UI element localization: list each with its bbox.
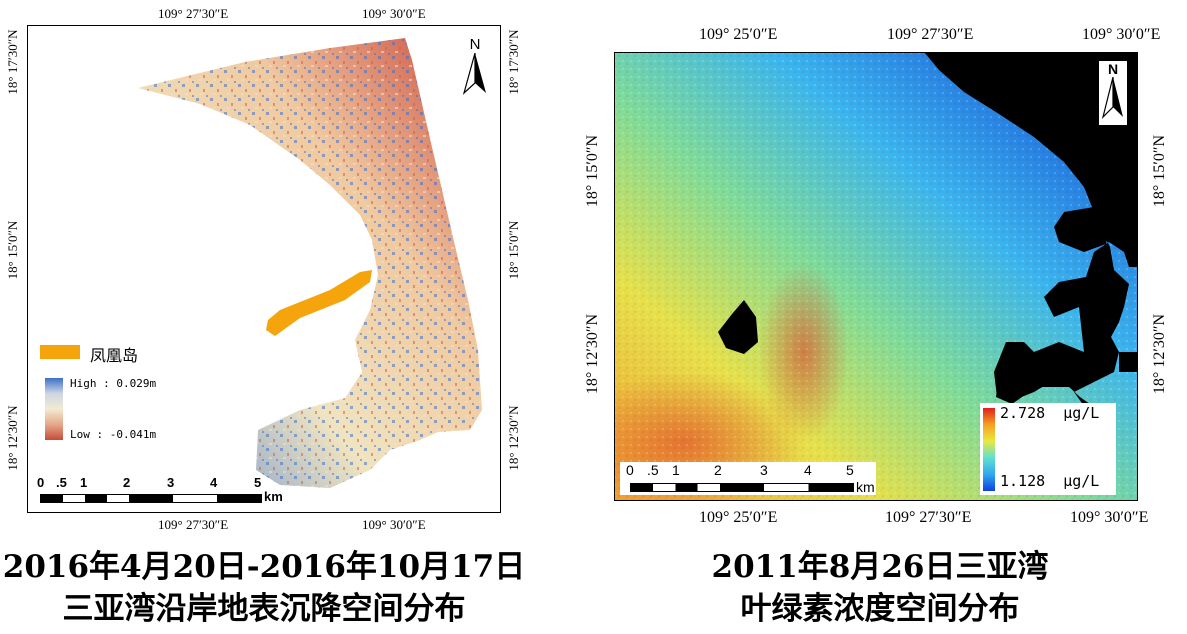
- right-lat-left-1: 18° 15′0″N: [584, 134, 601, 208]
- left-north-arrow: N: [460, 36, 490, 98]
- left-caption-line2: 三亚湾沿岸地表沉降空间分布: [62, 591, 466, 627]
- legend-max: 2.728 μg/L: [1000, 404, 1100, 422]
- left-lat-right-3: 18° 12′30″N: [506, 405, 521, 471]
- right-scale-tick-6: 5: [846, 462, 854, 478]
- left-scale-tick-6: 5: [254, 475, 262, 490]
- right-lat-left-2: 18° 12′30″N: [584, 313, 601, 395]
- right-top-lon-1: 109° 25′0″E: [699, 26, 778, 43]
- legend-low: Low : -0.041m: [70, 428, 157, 441]
- right-map-frame: [614, 52, 1138, 501]
- island-legend-swatch: [40, 345, 80, 359]
- left-bottom-lon-2: 109° 30′0″E: [362, 517, 426, 532]
- left-scale-bar-graphic: [40, 494, 262, 503]
- chlorophyll-color-ramp: [983, 408, 995, 491]
- left-lat-1: 18° 17′30″N: [5, 29, 20, 95]
- left-top-lon-2: 109° 30′0″E: [362, 6, 426, 21]
- right-scale-tick-0: 0: [626, 462, 634, 478]
- chlorophyll-legend-box: [980, 403, 1116, 495]
- left-scale-bar: 0 .5 1 2 3 4 5 km: [36, 475, 286, 507]
- right-bottom-lon-3: 109° 30′0″E: [1070, 509, 1149, 526]
- phoenix-island: [266, 270, 372, 336]
- right-scale-bar: 0 .5 1 2 3 4 5 km: [620, 462, 876, 495]
- island-legend-label: 凤凰岛: [90, 346, 139, 365]
- right-scale-unit: km: [856, 479, 875, 495]
- right-north-arrow: N: [1098, 60, 1128, 126]
- left-lat-right-1: 18° 17′30″N: [506, 29, 521, 95]
- right-bottom-lon-2: 109° 27′30″E: [885, 509, 972, 526]
- left-scale-tick-4: 3: [167, 475, 175, 490]
- left-subsidence-raster: [138, 38, 482, 488]
- left-north-label: N: [469, 36, 481, 53]
- left-bottom-lon-1: 109° 27′30″E: [158, 517, 229, 532]
- right-top-lon-2: 109° 27′30″E: [887, 26, 974, 43]
- right-lat-right-2: 18° 12′30″N: [1151, 313, 1168, 395]
- land-mass: [924, 52, 1138, 417]
- subsidence-color-ramp: [45, 378, 63, 440]
- right-scale-tick-3: 2: [714, 462, 722, 478]
- left-scale-tick-0: 0: [37, 475, 45, 490]
- left-scale-unit: km: [264, 489, 283, 504]
- left-caption-line1: 2016年4月20日-2016年10月17日: [2, 549, 526, 585]
- left-lat-2: 18° 15′0″N: [5, 220, 20, 280]
- right-scale-tick-5: 4: [804, 462, 812, 478]
- right-scale-tick-2: 1: [672, 462, 680, 478]
- right-caption-line1: 2011年8月26日三亚湾: [711, 549, 1049, 585]
- north-arrow-icon: [462, 52, 486, 95]
- right-scale-tick-1: .5: [647, 462, 659, 478]
- left-scale-tick-5: 4: [210, 475, 218, 490]
- left-scale-tick-1: .5: [56, 475, 67, 490]
- legend-min: 1.128 μg/L: [1000, 472, 1100, 490]
- right-scale-tick-4: 3: [760, 462, 768, 478]
- right-scale-bar-graphic: [630, 483, 854, 492]
- right-caption-line2: 叶绿素浓度空间分布: [740, 591, 1020, 627]
- right-bottom-lon-1: 109° 25′0″E: [699, 509, 778, 526]
- left-scale-tick-2: 1: [80, 475, 88, 490]
- right-north-label: N: [1107, 61, 1119, 77]
- left-lat-right-2: 18° 15′0″N: [506, 220, 521, 280]
- left-lat-3: 18° 12′30″N: [5, 405, 20, 471]
- left-scale-tick-3: 2: [123, 475, 131, 490]
- north-arrow-icon: [1101, 76, 1123, 119]
- legend-high: High : 0.029m: [70, 377, 157, 390]
- right-top-lon-3: 109° 30′0″E: [1082, 26, 1161, 43]
- right-chlorophyll-raster: [614, 52, 1138, 501]
- right-lat-right-1: 18° 15′0″N: [1151, 134, 1168, 208]
- left-top-lon-1: 109° 27′30″E: [158, 6, 229, 21]
